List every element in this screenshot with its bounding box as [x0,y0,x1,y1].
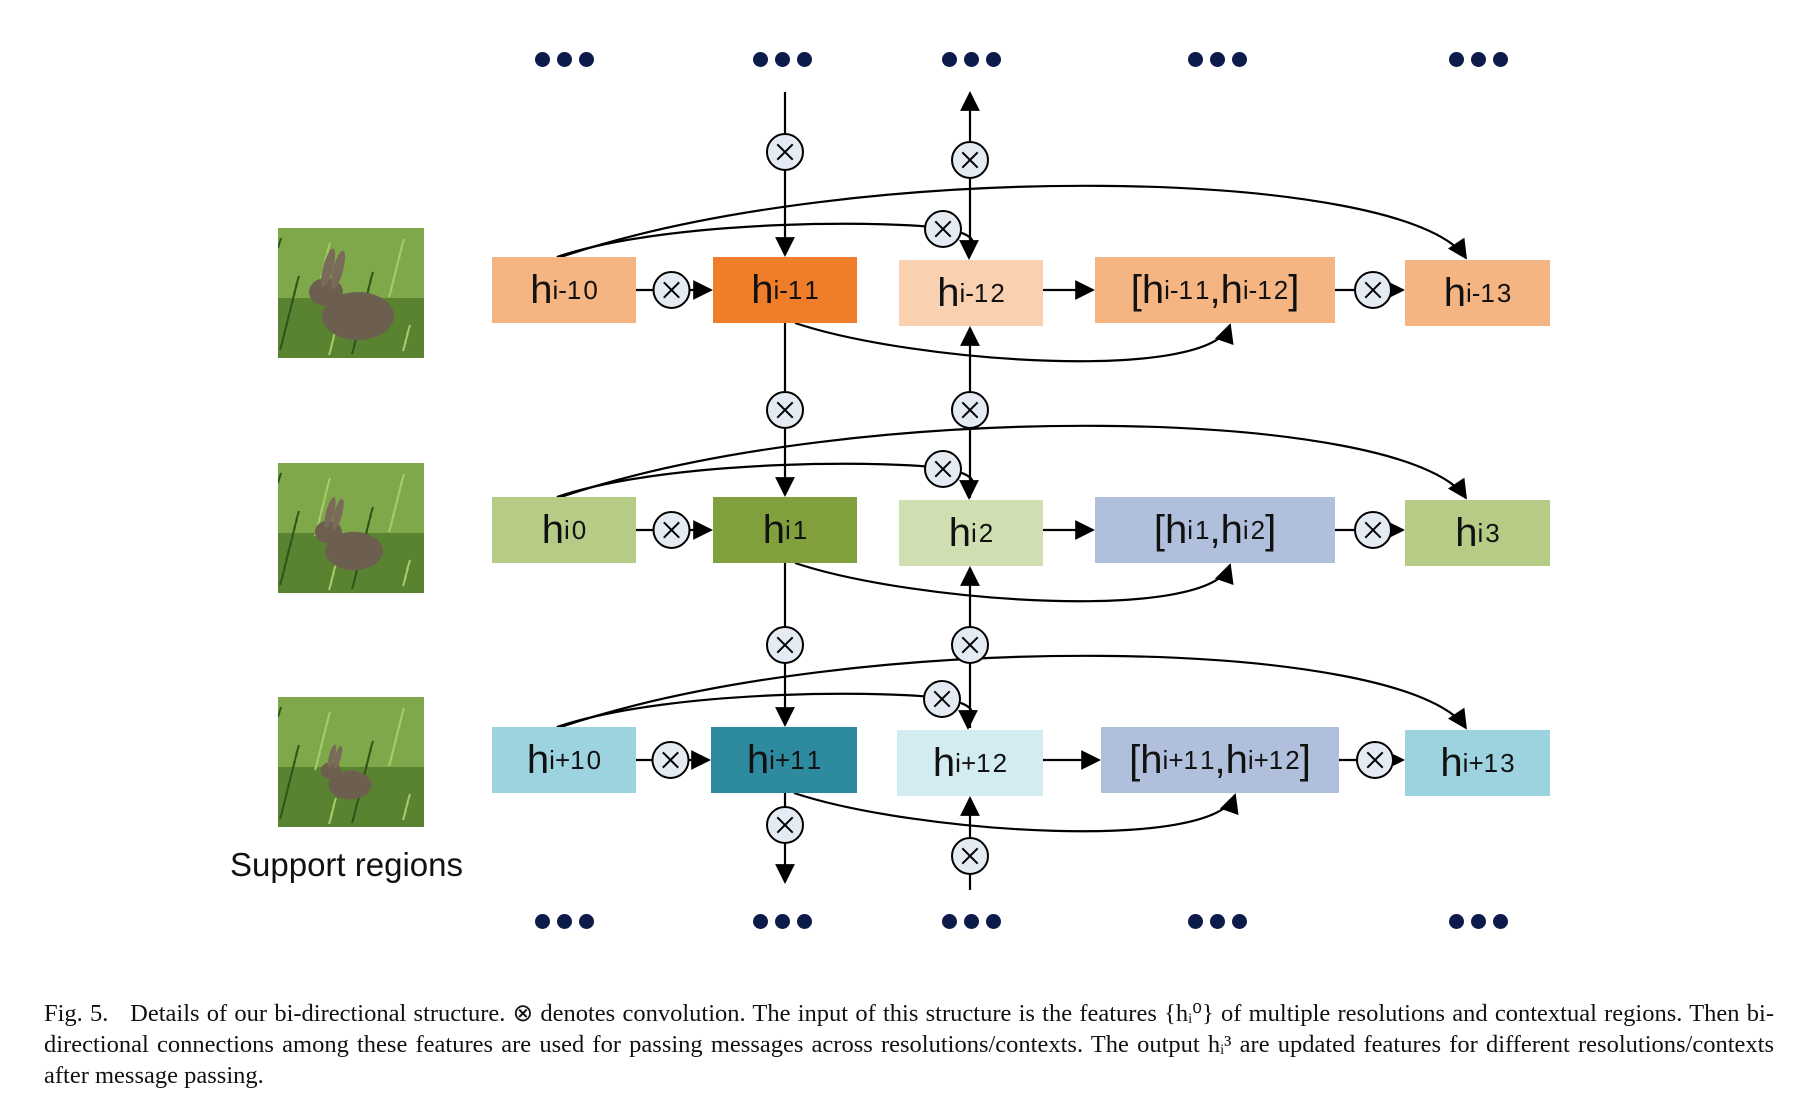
feature-node-r2-c0: h i+1 0 [492,727,636,793]
feature-node-r0-c2: h i-1 2 [899,260,1043,326]
ellipsis-dots-icon [753,914,812,929]
circled-times-icon [951,626,989,664]
feature-node-r2-c3: [h i+1 1, h i+1 2] [1101,727,1339,793]
circled-times-icon [766,806,804,844]
feature-node-r1-c3: [h i 1, h i 2] [1095,497,1335,563]
ellipsis-dots-icon [942,52,1001,67]
support-region-thumbnail [278,228,424,358]
ellipsis-dots-icon [535,914,594,929]
circled-times-icon [951,391,989,429]
support-region-thumbnail [278,463,424,593]
circled-times-icon [951,837,989,875]
feature-node-r0-c0: h i-1 0 [492,257,636,323]
h0-to-h2-curve [556,222,979,260]
circled-times-icon [1354,511,1392,549]
circled-times-icon [652,511,691,549]
feature-node-r2-c4: h i+1 3 [1405,730,1550,796]
ellipsis-dots-icon [753,52,812,67]
circled-times-icon [951,141,989,179]
ellipsis-dots-icon [1188,52,1247,67]
caption-text: Details of our bi-directional structure.… [44,1000,1774,1089]
circled-times-icon [1354,271,1392,309]
circled-times-icon [766,391,804,429]
h0-to-h3-curve [560,654,1467,730]
ellipsis-dots-icon [535,52,594,67]
support-region-thumbnail [278,697,424,827]
ellipsis-dots-icon [1188,914,1247,929]
h0-to-h2-curve [556,462,979,500]
h1-to-concat-curve [794,561,1234,603]
circled-times-icon [652,271,691,309]
feature-node-r0-c1: h i-1 1 [713,257,857,323]
circled-times-icon [1356,741,1394,779]
support-regions-label: Support regions [230,846,463,883]
circled-times-icon [651,741,690,779]
figure-caption: Fig. 5. Details of our bi-directional st… [44,998,1774,1091]
caption-prefix: Fig. 5. [44,1000,109,1027]
ellipsis-dots-icon [942,914,1001,929]
feature-node-r2-c2: h i+1 2 [897,730,1043,796]
feature-node-r2-c1: h i+1 1 [711,727,857,793]
conv-layer [651,133,1394,875]
h0-to-h3-curve [560,184,1467,260]
ellipsis-dots-icon [1449,914,1508,929]
feature-node-r0-c4: h i-1 3 [1405,260,1550,326]
circled-times-icon [924,450,962,488]
feature-node-r0-c3: [h i-1 1, h i-1 2] [1095,257,1335,323]
h0-to-h3-curve [560,424,1467,500]
circled-times-icon [924,210,962,248]
h1-to-concat-curve [794,321,1234,363]
h0-to-h2-curve [556,692,978,730]
circled-times-icon [766,626,804,664]
circled-times-icon [766,133,804,171]
circled-times-icon [923,680,961,718]
ellipsis-dots-icon [1449,52,1508,67]
h1-to-concat-curve [793,791,1239,833]
